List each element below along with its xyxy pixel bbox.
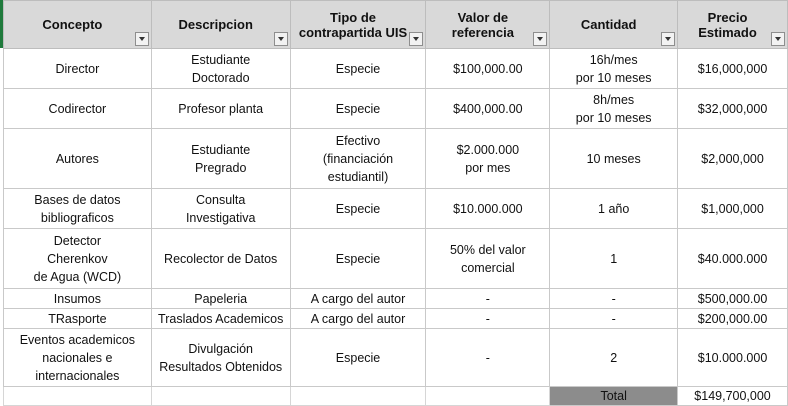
cell-valor[interactable]: $400,000.00 [425,88,551,129]
empty-cell[interactable] [150,386,291,406]
cell-tipo[interactable]: A cargo del autor [289,308,427,329]
table-row: Insumos Papeleria A cargo del autor - - … [3,288,788,309]
chevron-down-icon [138,37,145,41]
cell-precio[interactable]: $10.000.000 [677,328,788,387]
cell-cantidad[interactable]: 8h/mes por 10 meses [549,88,679,129]
filter-dropdown-precio[interactable] [771,32,785,46]
empty-cell[interactable] [289,386,427,406]
cell-concepto[interactable]: Insumos [3,288,152,309]
cell-precio[interactable]: $500,000.00 [677,288,788,309]
cell-concepto[interactable]: Codirector [3,88,152,129]
header-descripcion: Descripcion [150,0,291,49]
cell-descripcion[interactable]: Estudiante Doctorado [150,48,291,89]
cell-tipo[interactable]: Efectivo (financiación estudiantil) [289,128,427,189]
cell-precio[interactable]: $40.000.000 [677,228,788,289]
cell-concepto[interactable]: Eventos academicos nacionales e internac… [3,328,152,387]
header-row: Concepto Descripcion Tipo de contraparti… [3,0,788,49]
header-label: Valor de referencia [451,9,514,40]
cell-valor[interactable]: - [425,288,551,309]
cell-precio[interactable]: $2,000,000 [677,128,788,189]
cell-valor[interactable]: $100,000.00 [425,48,551,89]
header-cantidad: Cantidad [549,0,679,49]
cell-concepto[interactable]: TRasporte [3,308,152,329]
table-row: Eventos academicos nacionales e internac… [3,328,788,387]
table-row: Detector Cherenkov de Agua (WCD) Recolec… [3,228,788,289]
cell-valor[interactable]: $2.000.000 por mes [425,128,551,189]
sheet-edge-indicator [0,0,3,48]
total-label[interactable]: Total [549,386,679,406]
cell-tipo[interactable]: Especie [289,48,427,89]
cell-precio[interactable]: $200,000.00 [677,308,788,329]
cell-descripcion[interactable]: Recolector de Datos [150,228,291,289]
chevron-down-icon [537,37,544,41]
header-label: Concepto [42,17,103,32]
header-tipo-contrapartida: Tipo de contrapartida UIS [289,0,427,49]
cell-cantidad[interactable]: - [549,308,679,329]
cell-descripcion[interactable]: Profesor planta [150,88,291,129]
cell-cantidad[interactable]: 2 [549,328,679,387]
cell-descripcion[interactable]: Traslados Academicos [150,308,291,329]
header-precio-estimado: Precio Estimado [677,0,788,49]
cell-concepto[interactable]: Detector Cherenkov de Agua (WCD) [3,228,152,289]
empty-cell[interactable] [425,386,551,406]
table-row: Director Estudiante Doctorado Especie $1… [3,48,788,89]
cell-precio[interactable]: $16,000,000 [677,48,788,89]
header-label: Cantidad [580,17,637,32]
cell-descripcion[interactable]: Estudiante Pregrado [150,128,291,189]
cell-tipo[interactable]: Especie [289,188,427,229]
cell-precio[interactable]: $32,000,000 [677,88,788,129]
total-row: Total $149,700,000 [3,386,788,406]
cell-descripcion[interactable]: Consulta Investigativa [150,188,291,229]
header-label: Descripcion [178,17,253,32]
filter-dropdown-concepto[interactable] [134,32,149,46]
filter-dropdown-cantidad[interactable] [661,32,676,46]
filter-dropdown-descripcion[interactable] [273,32,288,46]
cell-descripcion[interactable]: Divulgación Resultados Obtenidos [150,328,291,387]
cell-cantidad[interactable]: 1 [549,228,679,289]
header-label: Precio Estimado [698,9,757,40]
cell-valor[interactable]: - [425,328,551,387]
header-label: Tipo de contrapartida UIS [298,9,408,40]
chevron-down-icon [665,37,672,41]
cell-cantidad[interactable]: - [549,288,679,309]
cell-concepto[interactable]: Bases de datos bibliograficos [3,188,152,229]
cell-cantidad[interactable]: 1 año [549,188,679,229]
total-value[interactable]: $149,700,000 [677,386,788,406]
header-valor-referencia: Valor de referencia [425,0,551,49]
cell-concepto[interactable]: Autores [3,128,152,189]
chevron-down-icon [775,37,781,41]
cell-descripcion[interactable]: Papeleria [150,288,291,309]
filter-dropdown-tipo[interactable] [409,32,424,46]
cell-concepto[interactable]: Director [3,48,152,89]
cell-valor[interactable]: 50% del valor comercial [425,228,551,289]
budget-table: Concepto Descripcion Tipo de contraparti… [3,0,788,406]
cell-valor[interactable]: $10.000.000 [425,188,551,229]
chevron-down-icon [413,37,420,41]
header-concepto: Concepto [3,0,152,49]
cell-precio[interactable]: $1,000,000 [677,188,788,229]
table-row: Autores Estudiante Pregrado Efectivo (fi… [3,128,788,189]
table-row: Codirector Profesor planta Especie $400,… [3,88,788,129]
table-row: Bases de datos bibliograficos Consulta I… [3,188,788,229]
cell-tipo[interactable]: A cargo del autor [289,288,427,309]
table-row: TRasporte Traslados Academicos A cargo d… [3,308,788,329]
cell-valor[interactable]: - [425,308,551,329]
cell-cantidad[interactable]: 16h/mes por 10 meses [549,48,679,89]
empty-cell[interactable] [3,386,152,406]
filter-dropdown-valor[interactable] [533,32,548,46]
cell-tipo[interactable]: Especie [289,88,427,129]
chevron-down-icon [277,37,284,41]
cell-tipo[interactable]: Especie [289,328,427,387]
cell-tipo[interactable]: Especie [289,228,427,289]
cell-cantidad[interactable]: 10 meses [549,128,679,189]
